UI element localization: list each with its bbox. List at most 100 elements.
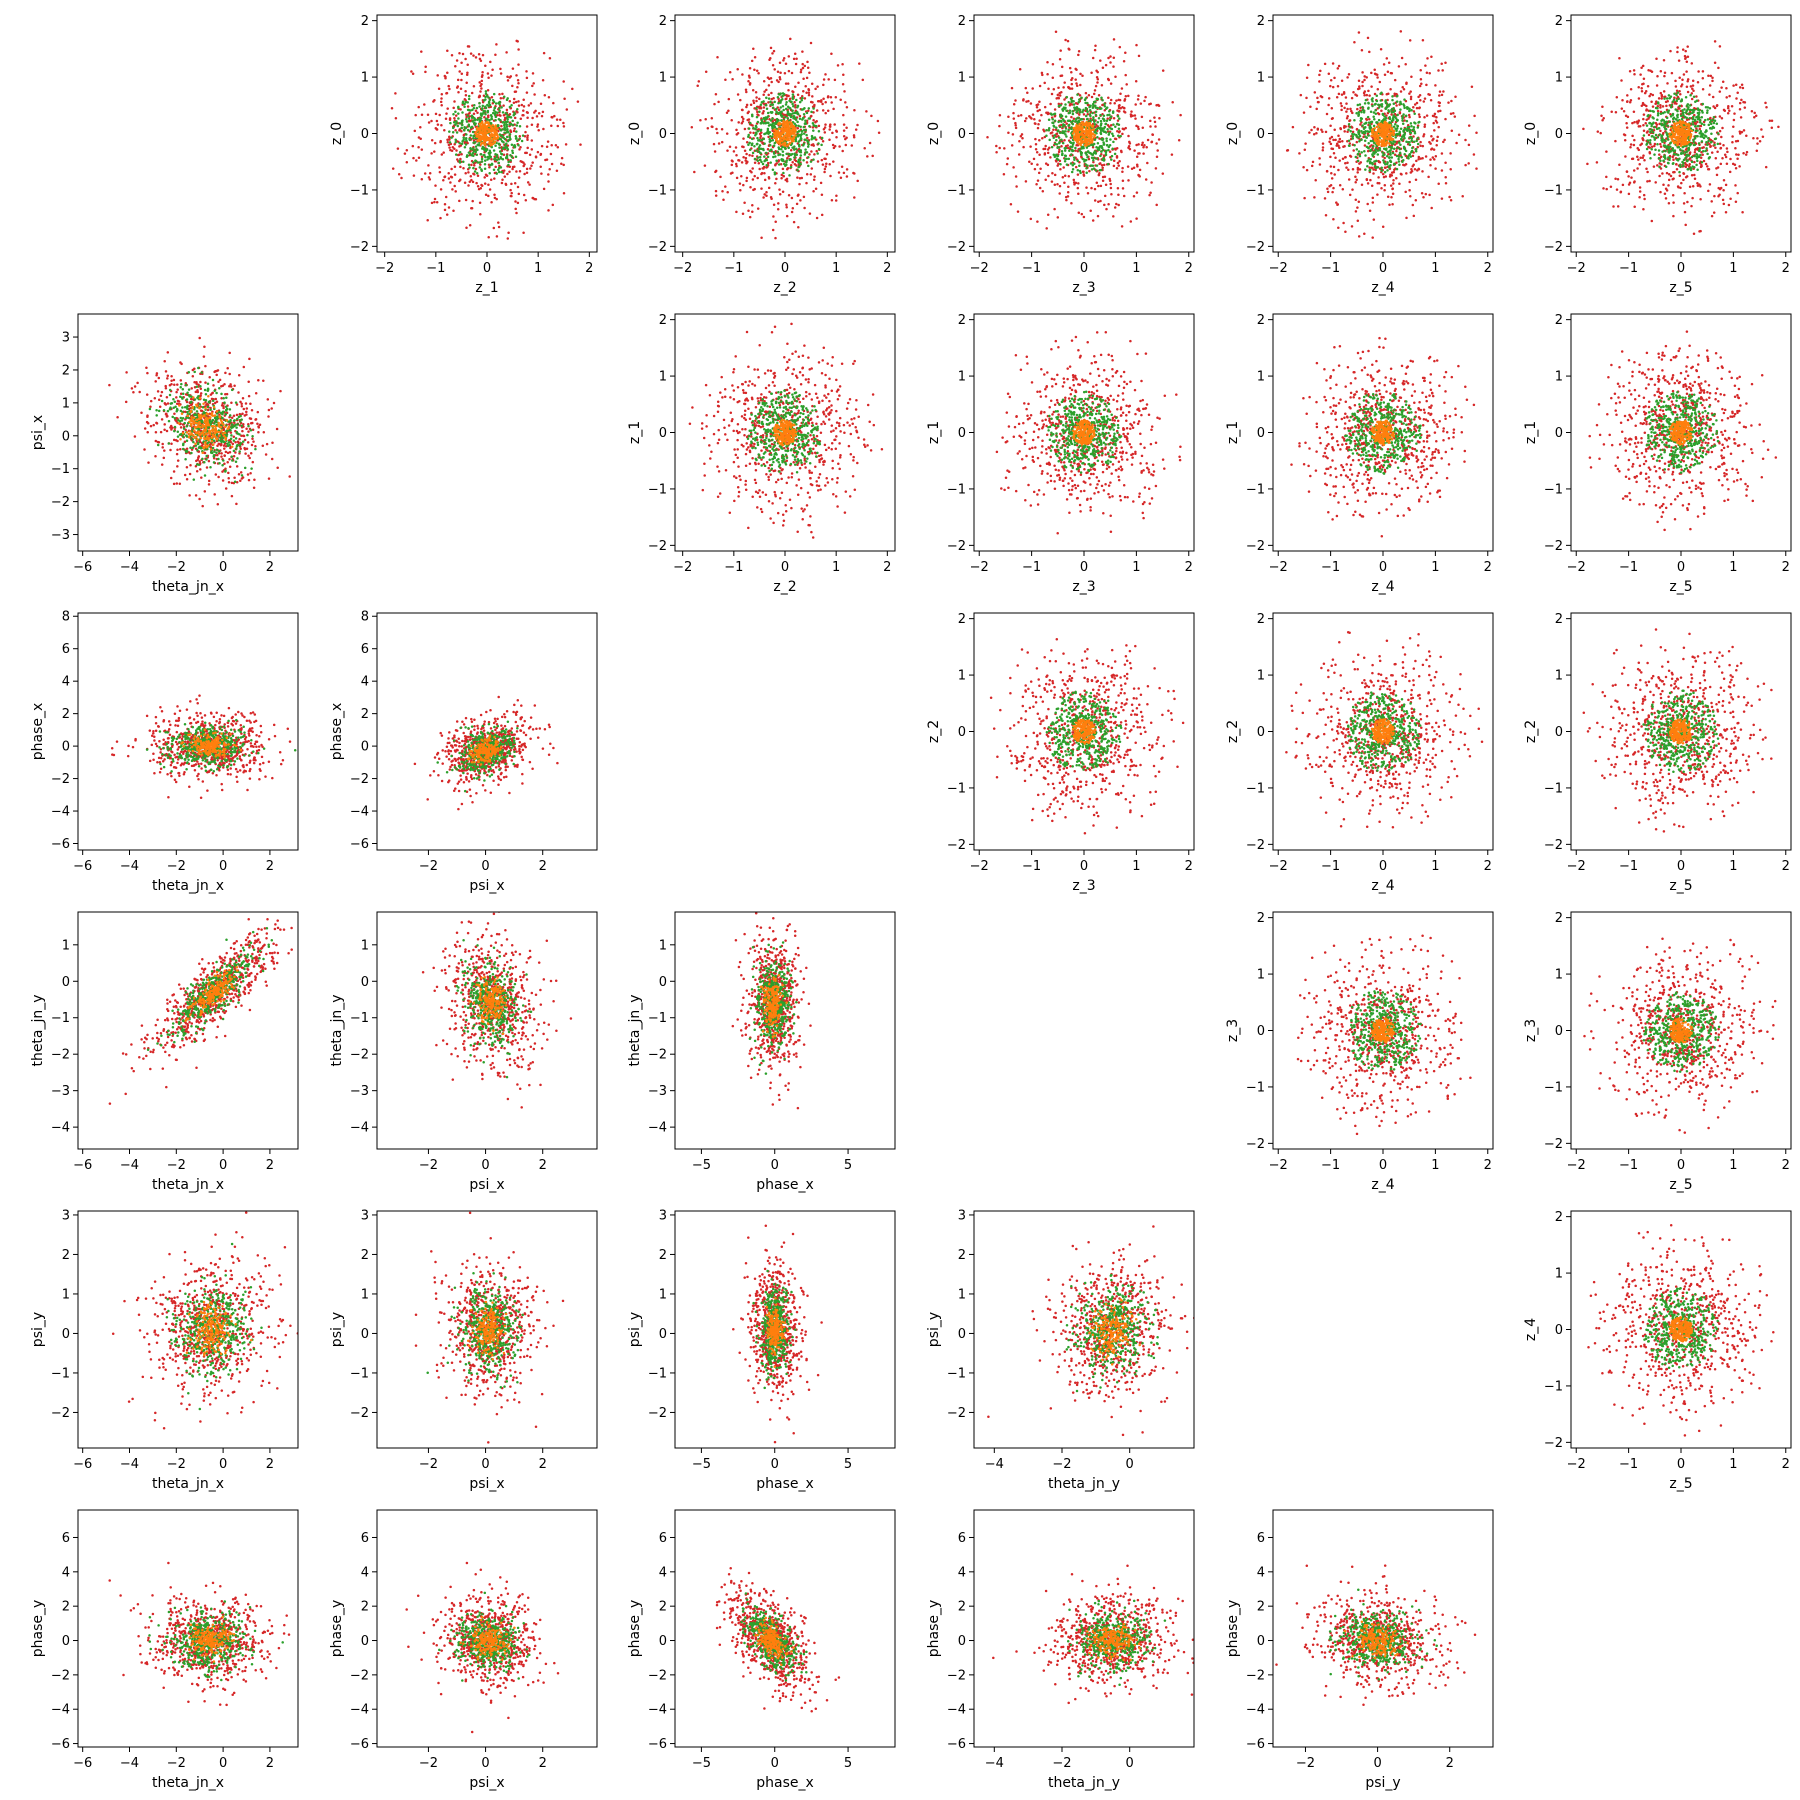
- data-point: [1135, 43, 1138, 47]
- data-point: [1318, 80, 1321, 83]
- data-point: [1047, 127, 1051, 130]
- data-point: [500, 140, 504, 143]
- data-point: [774, 220, 777, 223]
- data-point: [468, 137, 471, 141]
- data-point: [1043, 130, 1046, 133]
- data-point: [1350, 225, 1354, 228]
- data-point: [775, 107, 778, 111]
- data-point: [831, 131, 834, 135]
- data-point: [807, 88, 811, 92]
- data-point: [771, 122, 775, 125]
- data-point: [755, 99, 758, 103]
- data-point: [506, 117, 509, 121]
- data-point: [498, 92, 501, 96]
- data-point: [1385, 154, 1389, 158]
- data-point: [747, 209, 750, 213]
- data-point: [852, 134, 856, 137]
- data-point: [1395, 142, 1398, 145]
- data-point: [1123, 106, 1126, 110]
- data-point: [1076, 168, 1080, 172]
- data-point: [1155, 155, 1159, 159]
- data-point: [1342, 221, 1345, 225]
- data-point: [1112, 116, 1116, 120]
- data-point: [784, 82, 788, 85]
- data-point: [1362, 111, 1366, 114]
- data-point: [777, 101, 780, 105]
- data-point: [722, 198, 725, 202]
- data-point: [1303, 148, 1307, 151]
- data-point: [1071, 145, 1074, 148]
- data-point: [805, 161, 809, 164]
- data-point: [1412, 163, 1415, 167]
- data-point: [831, 143, 835, 147]
- data-point: [500, 124, 503, 128]
- data-point: [1104, 151, 1108, 155]
- data-point: [1074, 146, 1077, 150]
- data-point: [1430, 206, 1433, 210]
- data-point: [792, 104, 795, 108]
- data-point: [725, 111, 729, 114]
- data-point: [1041, 73, 1044, 77]
- data-point: [743, 149, 747, 152]
- data-point: [1019, 135, 1023, 138]
- data-point: [772, 106, 775, 109]
- data-point: [1056, 164, 1059, 167]
- data-point: [1010, 144, 1014, 147]
- data-point: [437, 87, 441, 91]
- data-point: [1109, 127, 1112, 130]
- data-point: [494, 165, 497, 169]
- data-point: [1410, 170, 1414, 173]
- data-point: [1354, 210, 1358, 213]
- data-point: [543, 93, 547, 97]
- data-point: [1098, 168, 1102, 172]
- data-point: [1358, 134, 1362, 138]
- y-tick-label: 0: [958, 127, 966, 142]
- data-point: [762, 148, 765, 152]
- data-point: [467, 171, 470, 174]
- data-point: [710, 125, 714, 128]
- data-point: [475, 106, 479, 110]
- data-point: [520, 103, 524, 107]
- data-point: [1077, 53, 1080, 57]
- data-point: [1009, 202, 1013, 206]
- data-point: [487, 194, 490, 198]
- data-point: [766, 155, 770, 159]
- data-point: [1331, 85, 1335, 89]
- data-point: [781, 190, 785, 193]
- data-point: [1081, 170, 1085, 174]
- data-point: [772, 203, 776, 206]
- data-point: [1100, 150, 1103, 153]
- data-point: [524, 130, 527, 134]
- data-point: [471, 199, 474, 203]
- data-point: [807, 91, 811, 95]
- data-point: [1415, 159, 1418, 163]
- data-point: [1312, 132, 1316, 136]
- data-point: [1298, 152, 1301, 155]
- data-point: [1154, 167, 1158, 170]
- data-point: [1357, 200, 1361, 204]
- data-point: [1440, 197, 1444, 200]
- data-point: [1068, 109, 1072, 112]
- data-point: [1127, 145, 1131, 148]
- data-point: [821, 102, 824, 106]
- data-point: [1408, 180, 1411, 184]
- data-point: [1051, 76, 1055, 80]
- data-point: [1400, 137, 1403, 141]
- data-point: [781, 104, 785, 108]
- data-point: [457, 112, 460, 115]
- data-point: [424, 65, 427, 69]
- data-point: [510, 182, 513, 186]
- data-point: [493, 193, 496, 197]
- data-point: [496, 136, 499, 140]
- data-point: [1378, 80, 1382, 84]
- data-point: [527, 104, 531, 107]
- data-point: [507, 231, 510, 235]
- data-point: [460, 72, 464, 76]
- data-point: [797, 165, 800, 169]
- data-point: [852, 136, 856, 139]
- data-point: [1018, 68, 1022, 71]
- data-point: [1415, 106, 1419, 110]
- data-point: [498, 109, 501, 113]
- data-point: [1337, 134, 1340, 138]
